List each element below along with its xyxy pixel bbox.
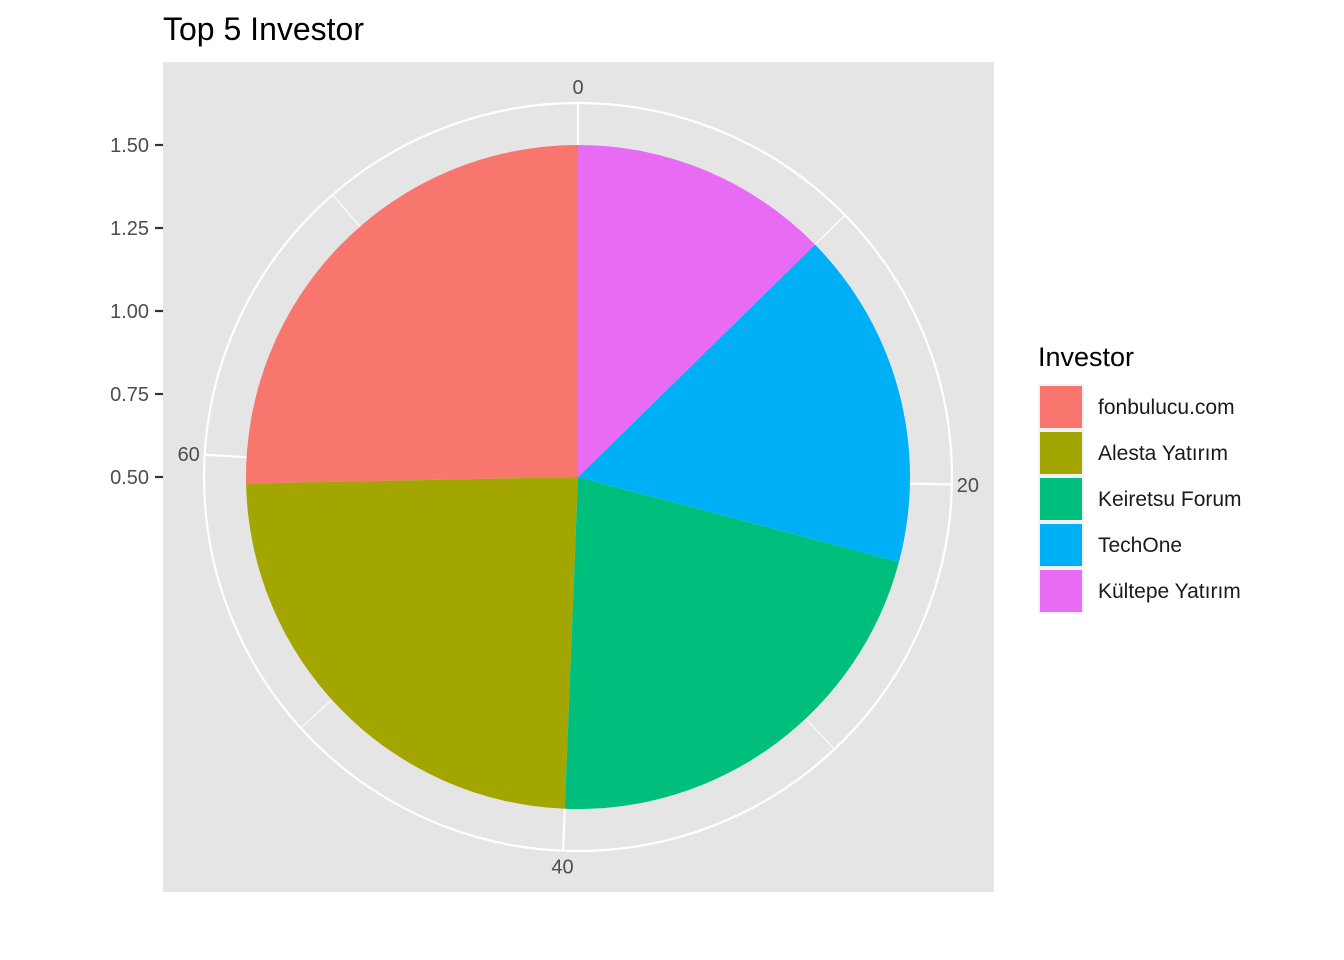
r-axis-tick-label: 0.75 bbox=[110, 384, 149, 406]
grid-spoke bbox=[332, 194, 361, 227]
legend-key-1 bbox=[1040, 386, 1082, 428]
legend-title: Investor bbox=[1038, 342, 1134, 372]
legend-label-2: Alesta Yatırım bbox=[1098, 442, 1228, 465]
legend-key-5 bbox=[1040, 570, 1082, 612]
polar-grid bbox=[202, 101, 954, 853]
pie-slice-3 bbox=[564, 477, 899, 810]
theta-axis: 0 20 40 60 bbox=[178, 77, 979, 879]
legend-label-1: fonbulucu.com bbox=[1098, 396, 1235, 419]
legend-label-5: Kültepe Yatırım bbox=[1098, 580, 1241, 603]
theta-tick-label: 40 bbox=[551, 857, 573, 879]
pie-slices bbox=[246, 145, 911, 810]
pie-slice-2 bbox=[246, 477, 579, 809]
chart-title: Top 5 Investor bbox=[163, 11, 364, 47]
legend-label-3: Keiretsu Forum bbox=[1098, 488, 1242, 511]
legend-label-4: TechOne bbox=[1098, 534, 1182, 557]
pie-slice-5 bbox=[578, 145, 816, 477]
theta-tick-label: 60 bbox=[178, 444, 200, 466]
theta-tick-label: 0 bbox=[572, 77, 583, 99]
legend-key-2 bbox=[1040, 432, 1082, 474]
legend-key-4 bbox=[1040, 524, 1082, 566]
pie-slice-4 bbox=[578, 244, 911, 562]
legend: Investor fonbulucu.com Alesta Yatırım Keir… bbox=[1038, 342, 1242, 614]
r-axis-tick-label: 0.50 bbox=[110, 467, 149, 489]
grid-spoke bbox=[300, 699, 333, 729]
r-axis: 0.50 0.75 1.00 1.25 1.50 bbox=[110, 135, 163, 489]
pie-slice-1 bbox=[246, 145, 578, 484]
r-axis-tick-label: 1.00 bbox=[110, 301, 149, 323]
grid-spoke bbox=[562, 808, 566, 851]
grid-spoke bbox=[805, 718, 835, 750]
r-axis-tick-label: 1.50 bbox=[110, 135, 149, 157]
grid-spoke bbox=[814, 214, 846, 245]
r-axis-tick-label: 1.25 bbox=[110, 218, 149, 240]
theta-tick-label: 20 bbox=[957, 475, 979, 497]
grid-spoke bbox=[909, 482, 952, 486]
legend-items: fonbulucu.com Alesta Yatırım Keiretsu Foru… bbox=[1038, 384, 1242, 614]
grid-spoke bbox=[204, 453, 247, 459]
legend-key-3 bbox=[1040, 478, 1082, 520]
